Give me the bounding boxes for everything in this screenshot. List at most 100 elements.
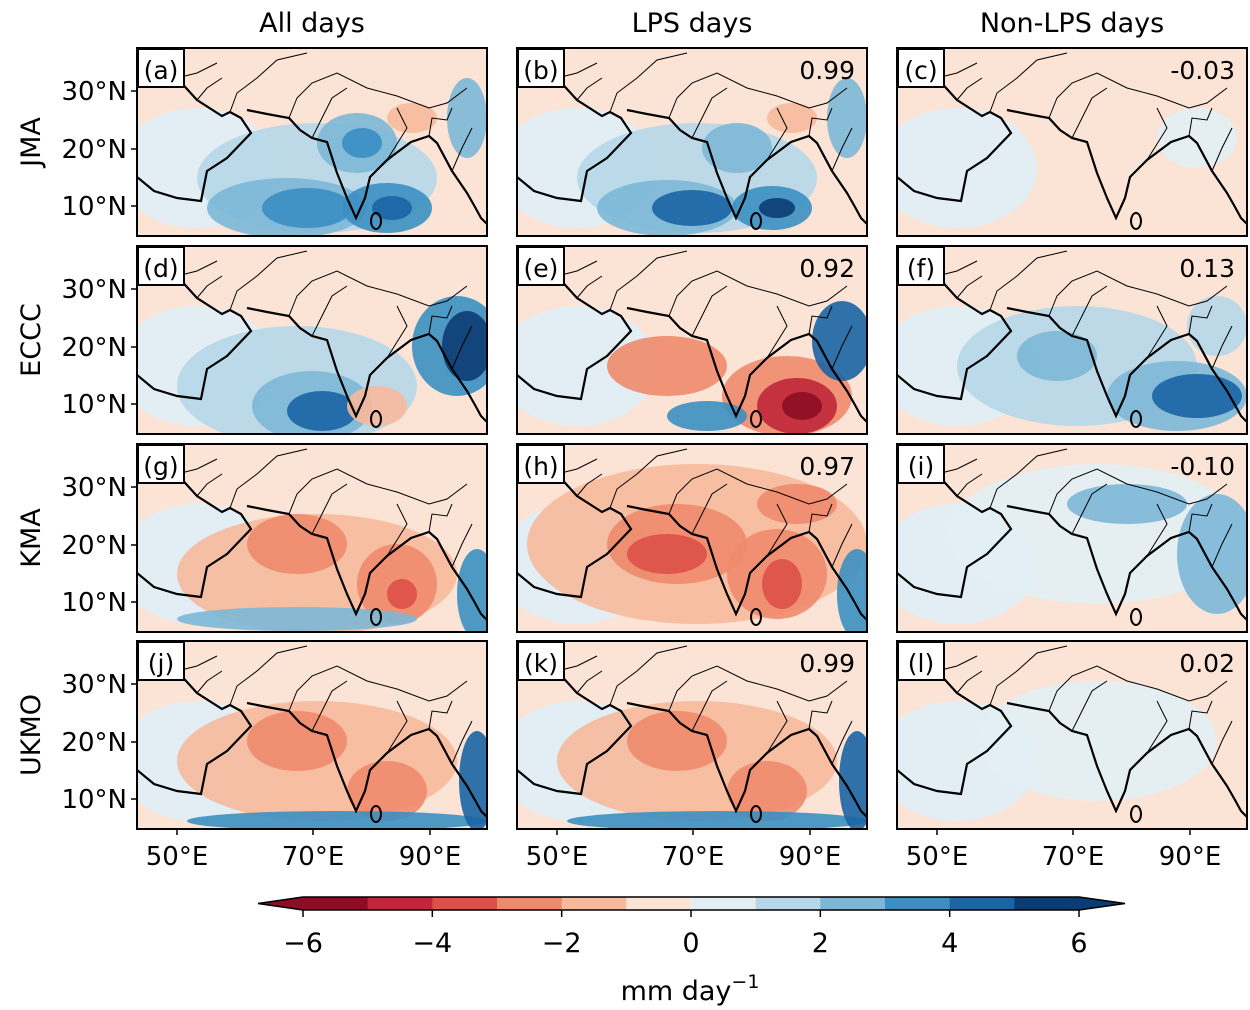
sri-lanka — [750, 608, 762, 626]
panel-label-box — [137, 48, 185, 88]
colorbar-tick-label: 0 — [682, 928, 699, 959]
border-line — [556, 52, 853, 172]
colorbar-segment — [1014, 897, 1080, 910]
row-label: ECCC — [16, 303, 47, 377]
correlation-value: 0.13 — [1179, 254, 1235, 283]
field-blob — [767, 103, 817, 133]
panel-frame — [516, 640, 868, 830]
colorbar-label-exponent: −1 — [731, 971, 759, 993]
panel-label-box — [897, 246, 945, 286]
panel-label: (h) — [523, 452, 558, 481]
lat-tick-label: 20°N — [61, 531, 127, 561]
colorbar-segment — [885, 897, 951, 910]
colorbar-tick-label: −6 — [283, 928, 323, 959]
map-field — [517, 444, 867, 632]
map-panel: (i) -0.10 — [896, 443, 1248, 633]
map-panel: (j) 30°N 20°N 10°N 50°E 70°E 90°E — [61, 640, 488, 872]
map-panel: (c) -0.03 — [896, 47, 1248, 237]
panel-frame — [136, 640, 488, 830]
colorbar-segment — [691, 897, 757, 910]
map-field — [137, 246, 487, 434]
border-line — [176, 448, 473, 568]
field-blob — [782, 392, 822, 420]
panel-label: (c) — [904, 56, 937, 85]
field-blob — [1067, 484, 1187, 524]
field-blob — [652, 190, 732, 226]
map-panel: (h) 0.97 — [516, 443, 868, 633]
field-blob — [839, 731, 867, 829]
panel-label: (k) — [524, 649, 558, 678]
column-title: LPS days — [632, 8, 753, 39]
map-field — [517, 246, 867, 434]
field-blob — [762, 559, 802, 609]
panel-label-box — [517, 641, 565, 681]
column-title: Non-LPS days — [980, 8, 1164, 39]
border-line — [556, 250, 853, 370]
field-blob — [727, 761, 807, 821]
colorbar-extend-high — [1079, 897, 1125, 910]
colorbar-tick-label: 4 — [941, 928, 958, 959]
field-blob — [442, 311, 487, 381]
panel-label: (j) — [148, 649, 174, 678]
field-blob — [387, 579, 417, 609]
sri-lanka — [370, 212, 382, 230]
lon-tick-label: 90°E — [399, 842, 462, 872]
panel-label-box — [137, 641, 185, 681]
field-blob — [1157, 108, 1237, 168]
column-title: All days — [259, 8, 365, 39]
panel-frame — [516, 443, 868, 633]
map-panel: (k) 0.99 50°E 70°E 90°E — [516, 640, 868, 872]
panel-label-box — [517, 246, 565, 286]
field-blob — [447, 78, 487, 158]
panel-label: (d) — [143, 254, 178, 283]
sri-lanka — [370, 410, 382, 428]
correlation-value: 0.99 — [799, 56, 855, 85]
lon-tick-label: 90°E — [779, 842, 842, 872]
field-blob — [247, 514, 347, 574]
lat-tick-label: 20°N — [61, 333, 127, 363]
colorbar-segment — [626, 897, 692, 910]
sri-lanka — [1130, 805, 1142, 823]
colorbar-tick-label: −4 — [412, 928, 452, 959]
lat-tick-label: 30°N — [61, 275, 127, 305]
correlation-value: -0.03 — [1170, 56, 1235, 85]
field-blob — [607, 336, 727, 396]
panel-label-box — [897, 48, 945, 88]
border-line — [936, 645, 1233, 765]
lat-tick-label: 10°N — [61, 588, 127, 618]
map-panel: (a) 30°N 20°N 10°N — [61, 47, 488, 237]
field-blob — [1187, 296, 1247, 356]
lat-tick-label: 30°N — [61, 77, 127, 107]
map-field — [897, 48, 1247, 236]
field-blob — [1177, 494, 1247, 614]
field-blob — [187, 811, 487, 829]
sri-lanka — [750, 410, 762, 428]
field-blob — [459, 731, 487, 829]
sri-lanka — [1130, 608, 1142, 626]
panel-label-box — [897, 641, 945, 681]
panel-frame — [896, 640, 1248, 830]
border-line — [936, 52, 1233, 172]
lon-tick-label: 70°E — [282, 842, 345, 872]
border-line — [176, 250, 473, 370]
sri-lanka — [370, 608, 382, 626]
lon-tick-label: 70°E — [1042, 842, 1105, 872]
correlation-value: 0.92 — [799, 254, 855, 283]
border-line — [556, 645, 853, 765]
sri-lanka — [1130, 212, 1142, 230]
row-label: UKMO — [16, 694, 47, 776]
lat-tick-label: 10°N — [61, 192, 127, 222]
panel-frame — [136, 47, 488, 237]
colorbar-segment — [755, 897, 821, 910]
panel-label-box — [517, 444, 565, 484]
map-field — [897, 641, 1247, 829]
lon-tick-label: 90°E — [1159, 842, 1222, 872]
field-blob — [342, 128, 382, 158]
panel-frame — [516, 245, 868, 435]
correlation-value: -0.10 — [1170, 452, 1235, 481]
colorbar-extend-low — [258, 897, 303, 910]
field-blob — [627, 711, 727, 771]
field-blob — [247, 711, 347, 771]
panel-label: (e) — [524, 254, 559, 283]
field-blob — [372, 196, 412, 220]
